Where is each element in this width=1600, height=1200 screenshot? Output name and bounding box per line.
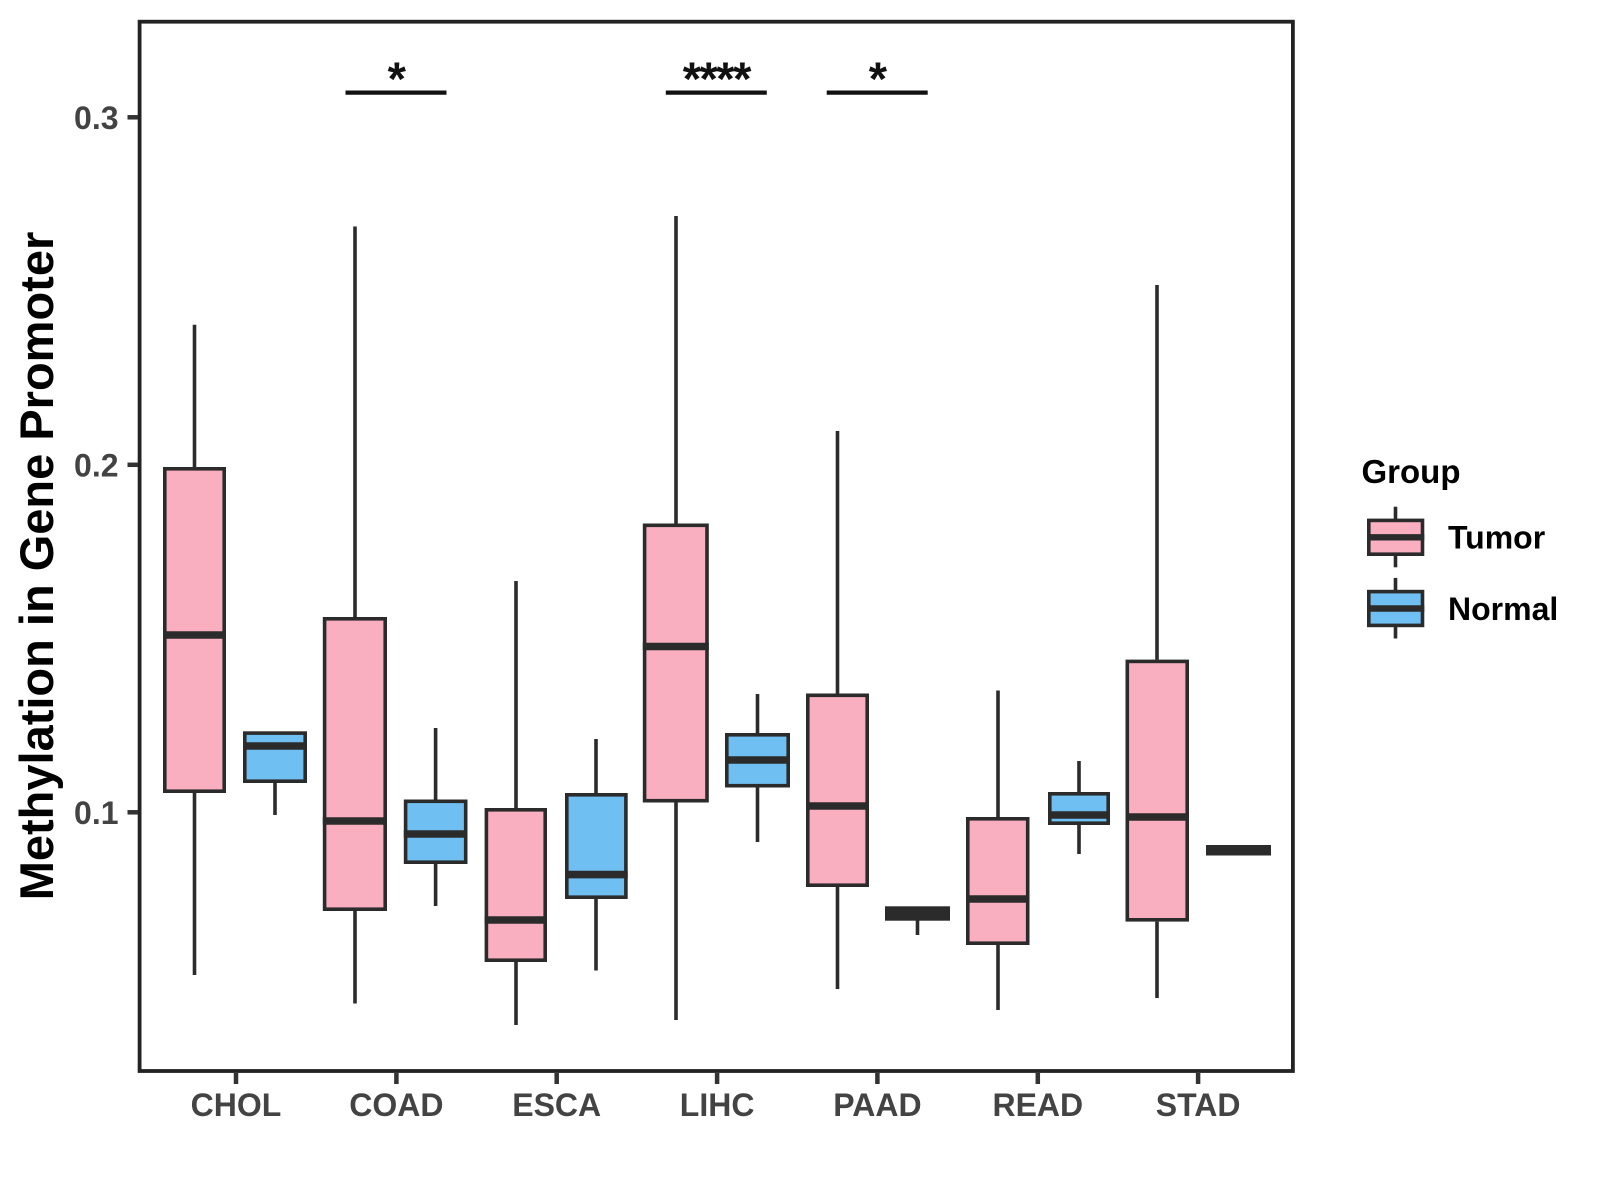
svg-text:0.1: 0.1 <box>74 795 118 831</box>
svg-text:PAAD: PAAD <box>833 1087 921 1123</box>
svg-text:0.3: 0.3 <box>74 100 118 136</box>
svg-text:*: * <box>388 52 407 105</box>
svg-text:Normal: Normal <box>1448 591 1558 627</box>
svg-text:COAD: COAD <box>349 1087 443 1123</box>
svg-text:STAD: STAD <box>1156 1087 1241 1123</box>
svg-text:0.2: 0.2 <box>74 448 118 484</box>
svg-text:Group: Group <box>1362 453 1461 490</box>
svg-text:ESCA: ESCA <box>512 1087 601 1123</box>
svg-text:CHOL: CHOL <box>191 1087 282 1123</box>
svg-text:****: **** <box>683 52 752 105</box>
svg-text:Methylation in Gene Promoter: Methylation in Gene Promoter <box>10 232 63 901</box>
svg-text:*: * <box>869 52 888 105</box>
svg-text:Tumor: Tumor <box>1448 520 1545 556</box>
svg-text:READ: READ <box>992 1087 1083 1123</box>
svg-text:LIHC: LIHC <box>680 1087 755 1123</box>
